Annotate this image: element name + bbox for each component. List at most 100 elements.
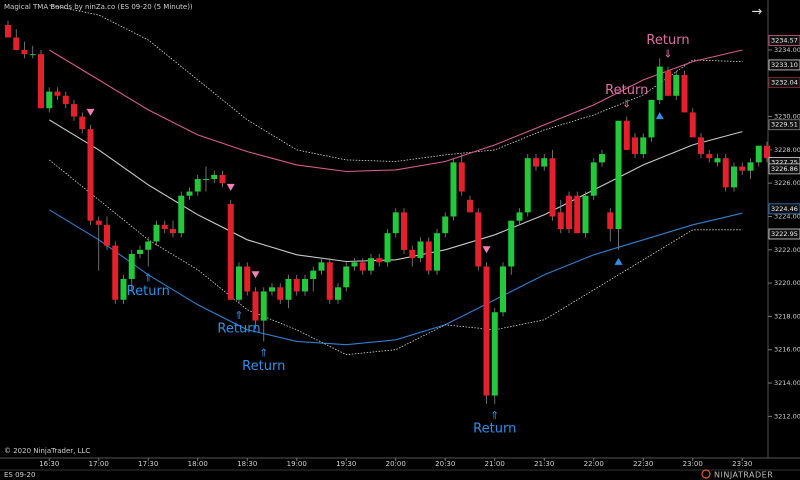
y-tick-label: 3214.00 — [774, 379, 800, 387]
candle-body — [450, 162, 457, 217]
candle-body — [714, 158, 721, 163]
candle-body — [640, 137, 647, 155]
candle-body — [326, 262, 333, 300]
candle-body — [681, 74, 688, 113]
candle-body — [21, 49, 28, 55]
candle-body — [120, 278, 127, 300]
candle-body — [524, 158, 531, 213]
candle-body — [277, 287, 284, 300]
x-tick-label: 18:30 — [237, 460, 257, 468]
candle-body — [458, 162, 465, 192]
signal-marker — [251, 271, 260, 279]
candle-body — [153, 224, 160, 242]
band-line — [49, 4, 743, 162]
price-label-box — [768, 77, 800, 89]
price-label: 3226.86 — [771, 165, 798, 173]
y-tick-label: 3216.00 — [774, 346, 800, 354]
x-tick-label: 19:00 — [287, 460, 307, 468]
candle-body — [557, 212, 564, 229]
signal-marker — [482, 246, 491, 254]
price-label-box — [768, 35, 800, 46]
candle-body — [739, 166, 746, 171]
candle-body — [170, 229, 176, 234]
price-label: 3227.25 — [771, 158, 798, 166]
candle-body — [128, 253, 135, 279]
candle-body — [508, 220, 515, 267]
candle-body — [269, 287, 275, 292]
candle-body — [5, 24, 11, 38]
candle-body — [574, 195, 581, 234]
candle-body — [260, 291, 267, 321]
candle-body — [62, 95, 69, 105]
x-tick-label: 21:00 — [485, 460, 505, 468]
signal-arrow: ⇑ — [259, 346, 268, 359]
x-tick-label: 23:30 — [732, 460, 752, 468]
signal-label: Return — [242, 359, 285, 374]
copyright: © 2020 NinjaTrader, LLC — [4, 447, 90, 455]
candle-body — [219, 174, 226, 184]
candle-body — [698, 137, 704, 155]
y-tick-label: 3212.00 — [774, 412, 800, 420]
candle-body — [244, 266, 251, 292]
y-tick-label: 3230.00 — [774, 113, 800, 121]
candle-body — [648, 99, 655, 138]
candle-body — [194, 179, 201, 192]
band-line — [49, 209, 743, 346]
candle-body — [252, 291, 259, 321]
candle-body — [227, 204, 234, 300]
y-tick-label: 3234.00 — [774, 46, 800, 54]
candle-body — [13, 37, 20, 50]
candle-body — [755, 145, 762, 163]
nav-arrow[interactable]: → — [752, 5, 763, 20]
candle-body — [112, 245, 119, 300]
candle-body — [351, 262, 358, 267]
candle-body — [541, 158, 548, 167]
candle-body — [145, 241, 152, 250]
x-tick-label: 17:00 — [89, 460, 109, 468]
candle-body — [483, 266, 490, 396]
price-label: 3234.57 — [771, 36, 798, 44]
y-tick-label: 3226.00 — [774, 179, 800, 187]
signal-marker — [86, 108, 95, 116]
x-tick-label: 20:00 — [386, 460, 406, 468]
candle-body — [516, 212, 523, 221]
candle-body — [475, 212, 482, 267]
x-tick-label: 23:00 — [683, 460, 703, 468]
candle-body — [318, 262, 325, 271]
x-tick-label: 19:30 — [336, 460, 356, 468]
candle-body — [203, 179, 209, 181]
signal-label: Return — [605, 83, 648, 98]
candle-body — [38, 54, 44, 109]
band-line — [49, 49, 743, 173]
signal-label: Return — [127, 284, 170, 299]
candle-body — [384, 233, 391, 263]
candle-body — [54, 91, 61, 96]
price-label: 3233.10 — [771, 61, 798, 69]
candle-body — [236, 266, 242, 300]
band-line — [49, 119, 743, 263]
price-label-box — [768, 119, 800, 131]
x-tick-label: 17:30 — [138, 460, 158, 468]
candle-body — [706, 154, 713, 159]
candle-body — [376, 258, 383, 263]
candle-body — [467, 199, 473, 213]
price-label: 3222.95 — [771, 230, 798, 238]
candle-body — [434, 233, 440, 271]
candle-body — [29, 54, 36, 56]
candle-body — [359, 262, 366, 271]
candle-body — [79, 116, 86, 130]
x-tick-label: 21:30 — [534, 460, 554, 468]
candle-body — [46, 91, 53, 109]
signal-label: Return — [646, 33, 689, 48]
signal-arrow: ⇑ — [490, 409, 499, 422]
candle-body — [722, 158, 729, 188]
candle-body — [392, 212, 399, 234]
candle-body — [137, 249, 143, 254]
candle-body — [285, 278, 292, 300]
signal-arrow: ⇑ — [234, 309, 243, 322]
candle-body — [491, 312, 498, 396]
price-label-box — [768, 228, 800, 240]
instrument: ES 09-20 — [4, 471, 35, 479]
